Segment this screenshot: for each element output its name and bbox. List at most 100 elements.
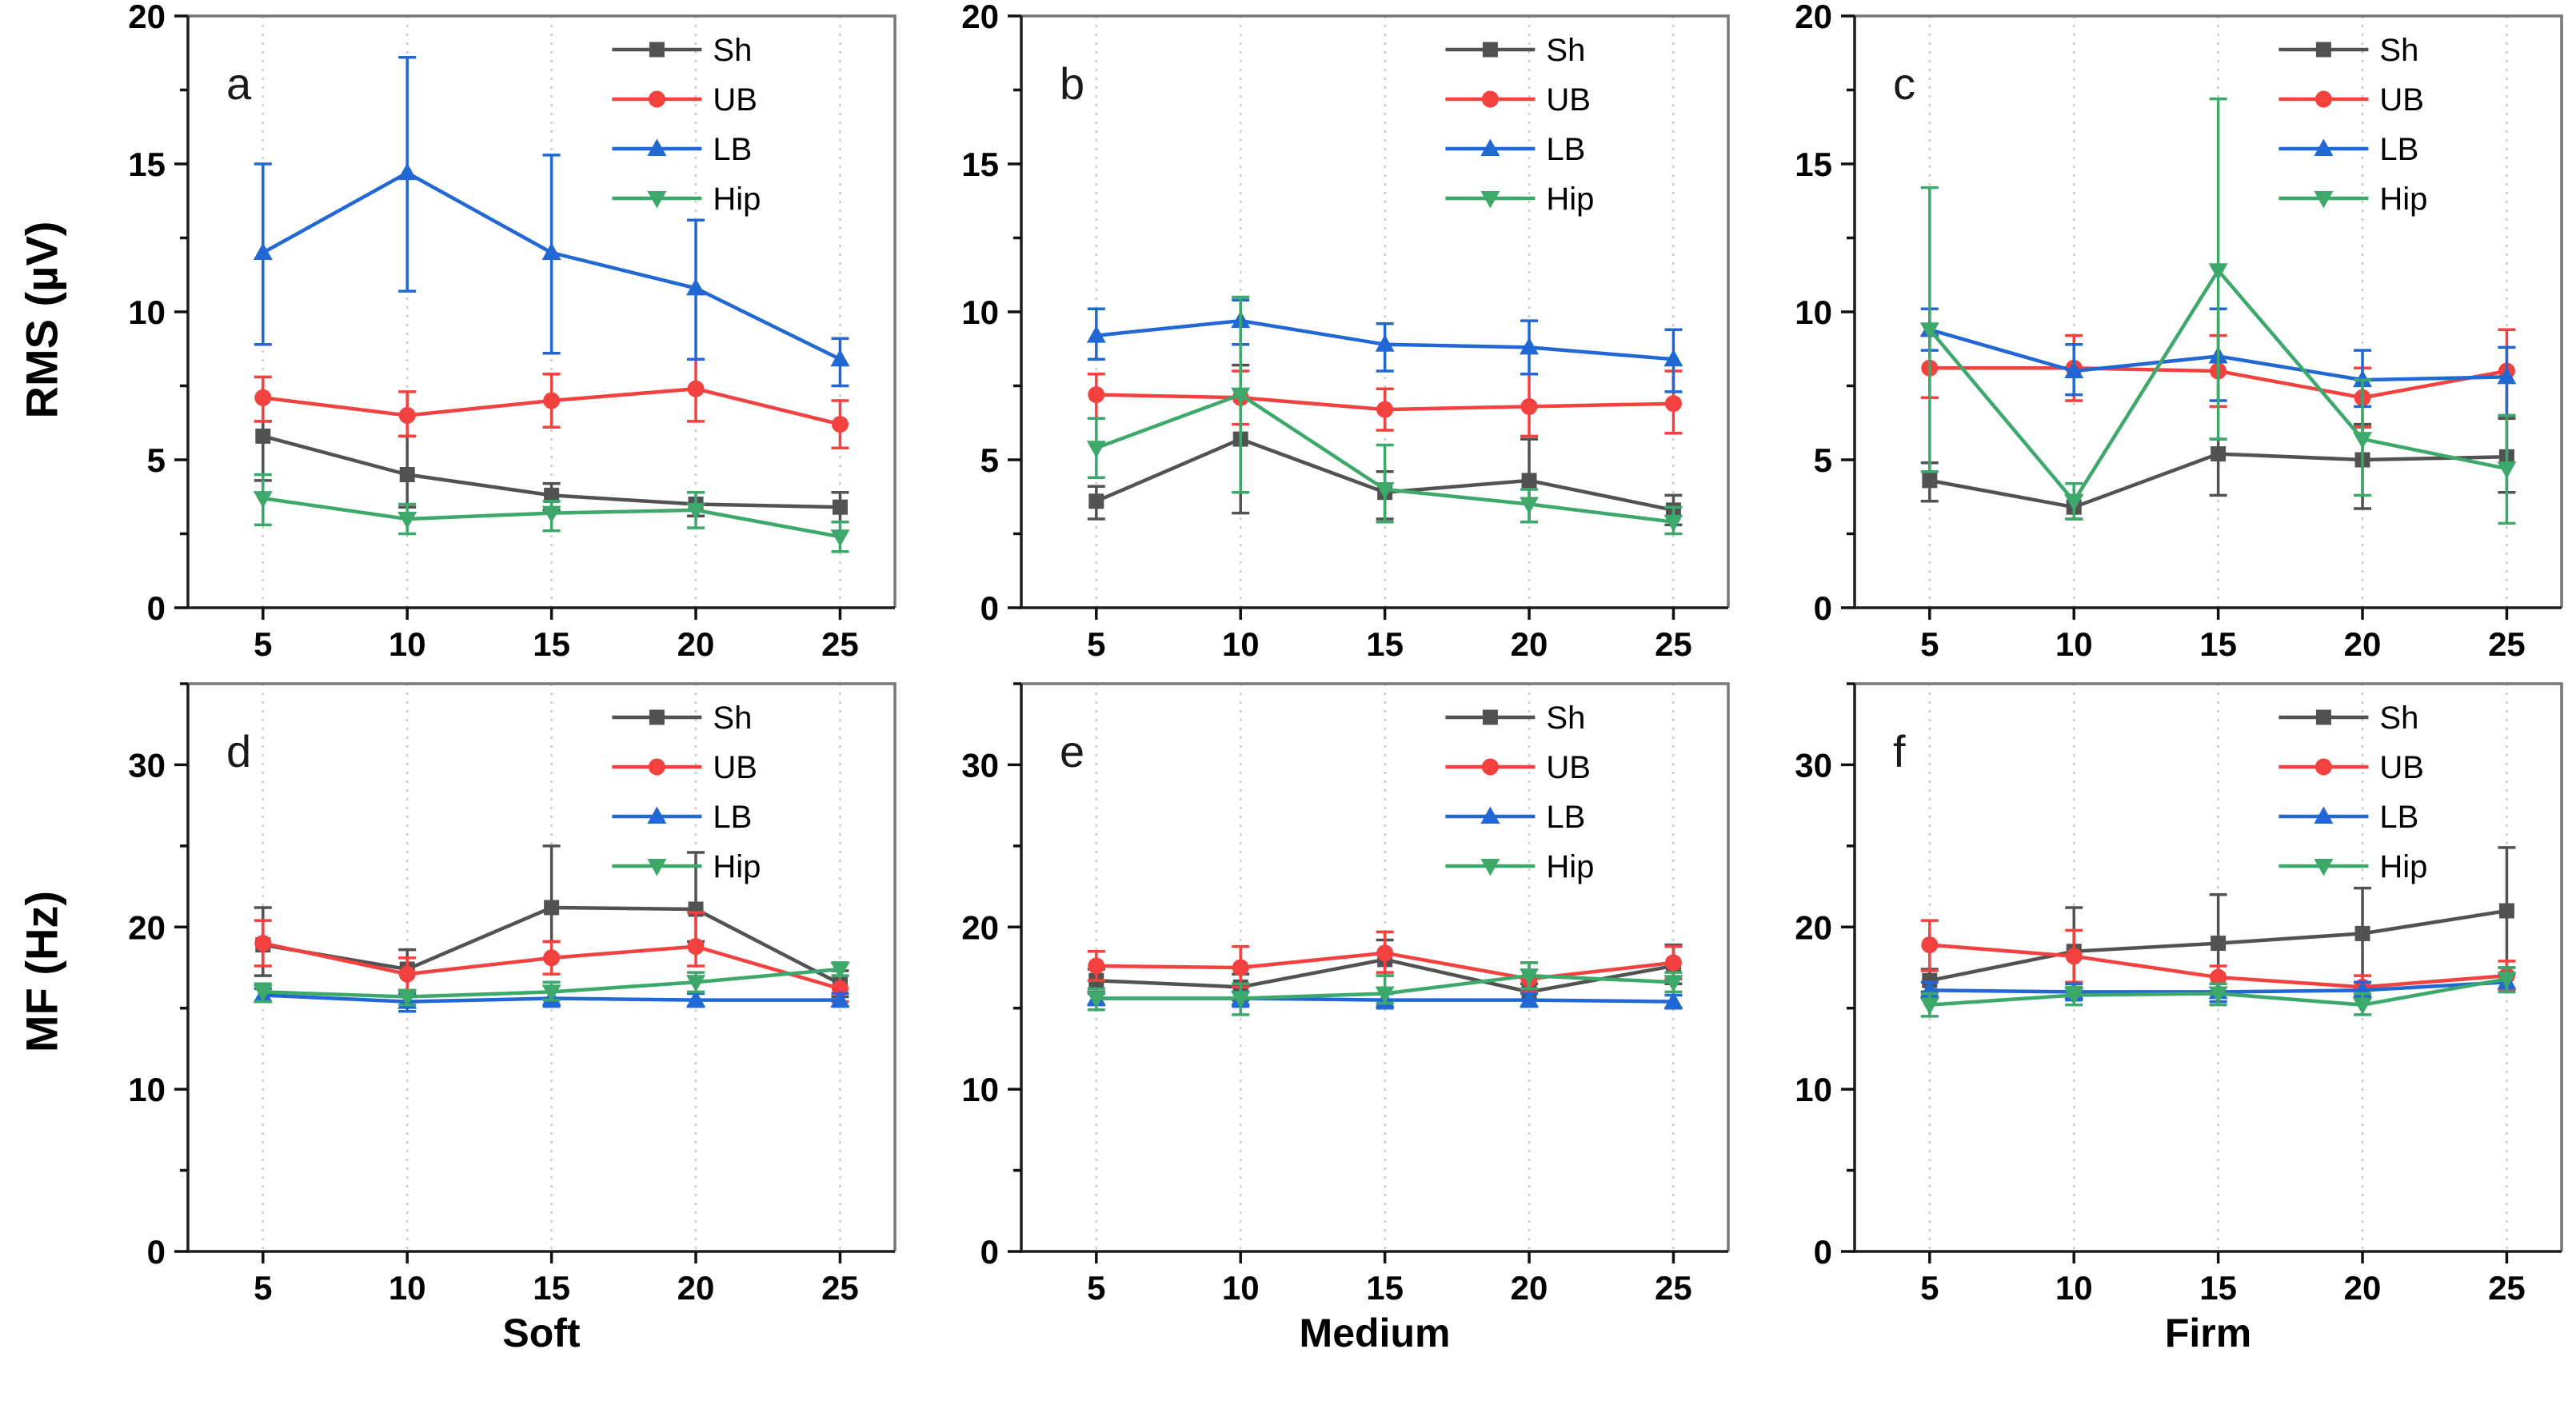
y-axis-ticks: 0 10 20 30 [128,682,188,1271]
series-Hip [253,961,850,1008]
panel-letter: f [1893,726,1906,776]
y-tick-label: 0 [1814,589,1832,627]
x-tick-label: 15 [533,1269,570,1307]
legend-label: UB [2379,750,2424,785]
legend-item-UB: UB [2278,750,2424,785]
panel-letter: e [1060,726,1084,776]
series-Hip [1919,966,2517,1018]
y-tick-label: 15 [961,146,999,183]
legend-item-Sh: Sh [1445,33,1585,68]
y-tick-label: 20 [1795,908,1832,946]
x-axis-ticks: 5 10 15 20 25 [1920,608,2526,663]
x-tick-label: 20 [677,625,715,663]
x-axis-ticks: 5 10 15 20 25 [254,608,859,663]
legend-item-UB: UB [612,750,757,785]
panel-a-chart: 0 5 10 15 20 5 10 15 20 25 a Sh UB LB Hip [128,0,897,663]
panel-cell-c: 0 5 10 15 20 5 10 15 20 25 c Sh UB LB Hip [1743,0,2576,668]
legend-item-LB: LB [1445,132,1585,167]
x-tick-label: 15 [1366,1269,1404,1307]
panel-f-chart: 0 10 20 30 5 10 15 20 25 f Sh UB LB Hip [1795,682,2563,1307]
x-tick-label: 10 [2055,1269,2093,1307]
panel-letter: b [1060,58,1084,109]
plot-frame-top-right [188,682,897,1251]
legend-label: LB [2379,132,2418,167]
plot-frame-left-bottom [186,684,895,1253]
legend-item-UB: UB [2278,82,2424,118]
x-tick-label: 15 [2199,625,2237,663]
panel-cell-d: 0 10 20 30 5 10 15 20 25 d Sh UB LB Hip [76,668,909,1311]
legend-item-Hip: Hip [2278,849,2427,884]
y-tick-label: 5 [147,441,166,479]
x-tick-label: 15 [533,625,570,663]
y-axis-ticks: 0 10 20 30 [1795,682,1855,1271]
y-axis-label-rms: RMS (µV) [16,221,67,419]
legend-label: LB [2379,800,2418,835]
x-tick-label: 5 [1087,625,1105,663]
x-tick-label: 10 [389,1269,426,1307]
y-tick-label: 0 [980,589,999,627]
x-tick-label: 20 [2344,625,2382,663]
x-tick-label: 20 [2344,1269,2382,1307]
plot-frame-top-right [1021,14,1730,608]
column-title-soft: Soft [502,1311,581,1355]
panel-d-chart: 0 10 20 30 5 10 15 20 25 d Sh UB LB Hip [128,682,897,1307]
y-tick-label: 0 [1814,1233,1832,1271]
plot-frame-left-bottom [186,16,895,609]
panel-e-chart: 0 10 20 30 5 10 15 20 25 e Sh UB LB Hip [961,682,1730,1307]
legend-label: Sh [713,33,752,68]
x-tick-label: 5 [1920,625,1939,663]
legend-label: Hip [1546,849,1594,884]
x-tick-label: 5 [1920,1269,1939,1307]
legend-item-Hip: Hip [2278,182,2427,217]
legend-label: Hip [1546,182,1594,217]
legend-label: LB [1546,132,1585,167]
y-axis-ticks: 0 5 10 15 20 [1795,0,1855,627]
x-tick-label: 25 [2488,625,2526,663]
column-titles: Soft Medium Firm [76,1310,2576,1356]
y-tick-label: 10 [961,293,999,331]
plot-frame-top-right [188,14,897,608]
y-tick-label: 20 [961,0,999,35]
legend-item-LB: LB [2278,132,2418,167]
x-tick-label: 5 [254,1269,272,1307]
legend-label: LB [713,800,752,835]
y-axis-label-mf: MF (Hz) [16,890,67,1053]
y-tick-label: 20 [128,908,166,946]
panel-letter: a [226,58,252,109]
series-UB [1087,369,1683,438]
y-tick-label: 0 [147,1233,166,1271]
legend-label: Sh [713,700,752,736]
panel-c-chart: 0 5 10 15 20 5 10 15 20 25 c Sh UB LB Hip [1795,0,2563,663]
legend-item-Hip: Hip [612,182,761,217]
legend-item-Sh: Sh [2278,700,2418,736]
series-Hip [1086,295,1683,536]
legend-item-LB: LB [612,132,752,167]
legend-item-Sh: Sh [1445,700,1585,736]
panel-cell-b: 0 5 10 15 20 5 10 15 20 25 b Sh UB LB Hip [909,0,1743,668]
legend-item-Sh: Sh [612,700,752,736]
y-tick-label: 10 [128,293,166,331]
legend-item-UB: UB [1445,750,1591,785]
panel-cell-e: 0 10 20 30 5 10 15 20 25 e Sh UB LB Hip [909,668,1743,1311]
series-Hip [253,473,850,553]
plot-frame-top-right [1855,14,2563,608]
x-tick-label: 25 [821,1269,859,1307]
x-tick-label: 20 [1511,625,1548,663]
series-Hip [1086,961,1683,1016]
x-tick-label: 25 [1655,1269,1692,1307]
legend-label: Sh [2379,700,2418,736]
column-title-medium: Medium [1299,1311,1451,1355]
x-tick-label: 5 [254,625,272,663]
panel-b-chart: 0 5 10 15 20 5 10 15 20 25 b Sh UB LB Hip [961,0,1730,663]
y-axis-ticks: 0 5 10 15 20 [961,0,1021,627]
legend-label: Hip [713,182,761,217]
y-tick-label: 5 [980,441,999,479]
legend-label: Hip [713,849,761,884]
x-tick-label: 10 [389,625,426,663]
y-axis-ticks: 0 5 10 15 20 [128,0,188,627]
legend-item-LB: LB [612,800,752,835]
x-tick-label: 10 [2055,625,2093,663]
x-tick-label: 5 [1087,1269,1105,1307]
x-axis-ticks: 5 10 15 20 25 [1920,1251,2526,1307]
